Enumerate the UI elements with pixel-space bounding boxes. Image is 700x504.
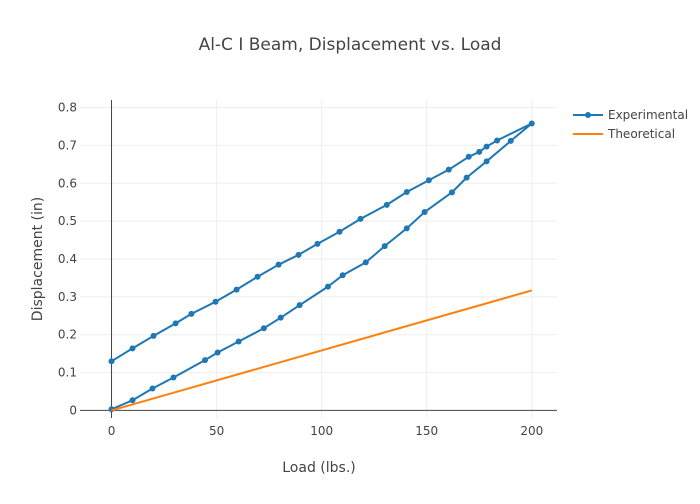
grid <box>80 100 557 418</box>
axes <box>80 100 557 418</box>
data-point[interactable] <box>465 153 472 160</box>
series-line <box>111 289 533 412</box>
data-point[interactable] <box>233 286 240 293</box>
data-point[interactable] <box>202 357 209 364</box>
y-tick-label: 0.7 <box>58 138 77 152</box>
x-axis-label: Load (lbs.) <box>282 460 355 476</box>
data-point[interactable] <box>260 325 267 332</box>
data-point[interactable] <box>528 120 535 127</box>
data-point[interactable] <box>150 332 157 339</box>
y-tick-label: 0.3 <box>58 290 77 304</box>
x-tick-label: 200 <box>520 424 543 438</box>
legend[interactable]: Experimental Theoretical <box>573 108 688 141</box>
x-tick-label: 100 <box>310 424 333 438</box>
y-tick-label: 0.8 <box>58 101 77 115</box>
data-point[interactable] <box>149 385 156 392</box>
data-point[interactable] <box>129 397 136 404</box>
data-point[interactable] <box>357 215 364 222</box>
data-point[interactable] <box>476 148 483 155</box>
data-point[interactable] <box>172 320 179 327</box>
legend-item-theoretical[interactable]: Theoretical <box>573 127 675 141</box>
data-point[interactable] <box>254 273 261 280</box>
y-tick-label: 0.2 <box>58 328 77 342</box>
data-point[interactable] <box>445 166 452 173</box>
data-point[interactable] <box>383 201 390 208</box>
y-tick-label: 0.6 <box>58 176 77 190</box>
legend-item-experimental[interactable]: Experimental <box>573 108 688 122</box>
data-point[interactable] <box>314 240 321 247</box>
data-point[interactable] <box>188 310 195 317</box>
x-tick-label: 150 <box>415 424 438 438</box>
data-point[interactable] <box>448 189 455 196</box>
y-tick-label: 0.4 <box>58 252 77 266</box>
y-axis-label: Displacement (in) <box>30 197 46 321</box>
data-point[interactable] <box>275 261 282 268</box>
x-tick-label: 50 <box>209 424 224 438</box>
y-tick-label: 0 <box>69 403 77 417</box>
legend-label: Theoretical <box>607 127 675 141</box>
chart-title: Al-C I Beam, Displacement vs. Load <box>199 35 502 55</box>
x-tick-label: 0 <box>108 424 116 438</box>
data-point[interactable] <box>235 338 242 345</box>
data-point[interactable] <box>421 209 428 216</box>
data-point[interactable] <box>381 243 388 250</box>
data-point[interactable] <box>483 143 490 150</box>
data-point[interactable] <box>295 251 302 258</box>
tick-labels: 0 0.1 0.2 0.3 0.4 0.5 0.6 0.7 0.8 0 50 100 150 200 <box>58 101 543 438</box>
series-experimental <box>108 120 535 413</box>
data-point[interactable] <box>403 225 410 232</box>
legend-label: Experimental <box>608 108 688 122</box>
data-point[interactable] <box>403 188 410 195</box>
data-point[interactable] <box>339 272 346 279</box>
series-line <box>110 122 533 411</box>
data-point[interactable] <box>425 177 432 184</box>
data-point[interactable] <box>108 358 115 365</box>
data-point[interactable] <box>324 283 331 290</box>
legend-marker <box>585 112 591 118</box>
series-theoretical <box>111 289 533 412</box>
data-point[interactable] <box>336 228 343 235</box>
data-point[interactable] <box>170 374 177 381</box>
series-layer <box>108 120 535 413</box>
y-tick-label: 0.1 <box>58 366 77 380</box>
data-point[interactable] <box>129 345 136 352</box>
data-point[interactable] <box>483 158 490 165</box>
y-tick-label: 0.5 <box>58 214 77 228</box>
data-point[interactable] <box>214 349 221 356</box>
data-point[interactable] <box>277 314 284 321</box>
data-point[interactable] <box>507 137 514 144</box>
data-point[interactable] <box>362 259 369 266</box>
data-point[interactable] <box>296 302 303 309</box>
data-point[interactable] <box>494 137 501 144</box>
data-point[interactable] <box>463 174 470 181</box>
data-point[interactable] <box>212 298 219 305</box>
